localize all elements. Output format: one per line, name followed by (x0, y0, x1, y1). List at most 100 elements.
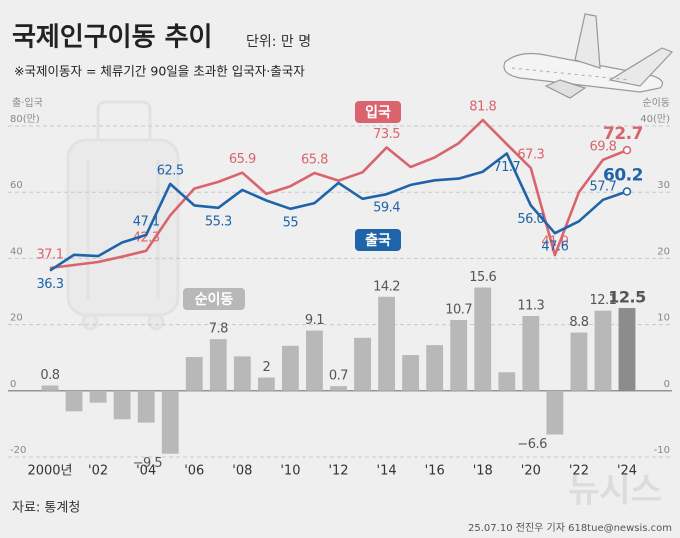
unit-note: 단위: 만 명 (246, 34, 311, 50)
x-tick-label: 2000년 (27, 464, 72, 479)
y2-tick-label: 30 (657, 180, 670, 191)
y-tick-label: 40 (10, 246, 23, 257)
legend-box (355, 101, 401, 123)
y-axis-title: 출·입국 (12, 96, 43, 109)
bar (546, 390, 564, 435)
bar-value-label: 12.1 (589, 293, 616, 308)
y2-tick-label: 0 (664, 379, 670, 390)
legend-box (355, 229, 401, 251)
line-value-label: 67.3 (517, 148, 544, 163)
bar-value-label: 0.8 (40, 368, 59, 383)
bar (402, 355, 420, 391)
bar (209, 339, 227, 391)
bar (378, 296, 395, 391)
bar-value-label: 12.5 (608, 288, 646, 307)
bar-value-label: 0.7 (329, 369, 348, 384)
bar (594, 310, 612, 391)
line-value-label: 47.1 (133, 214, 160, 229)
line-value-label: 72.7 (603, 124, 643, 144)
line-value-label: 41.0 (541, 235, 568, 250)
line-value-label: 65.9 (229, 152, 256, 167)
bar-value-label: 7.8 (209, 322, 228, 337)
line-value-label: 59.4 (373, 201, 400, 216)
bar (474, 287, 492, 391)
y-tick-label: 0 (10, 379, 16, 390)
bar (522, 315, 540, 391)
line-value-label: 55 (283, 215, 299, 230)
y2-tick-label: 10 (657, 313, 670, 324)
y2-tick-label: 40(만) (640, 113, 670, 125)
x-tick-label: '02 (88, 464, 108, 479)
x-tick-label: '22 (569, 464, 589, 479)
line-value-label: 73.5 (373, 127, 400, 142)
legend-label: 입국 (365, 105, 391, 121)
x-tick-label: '06 (184, 464, 204, 479)
suitcase-illustration (66, 100, 180, 331)
legend-label: 순이동 (195, 291, 234, 308)
bar (330, 386, 347, 391)
bar (282, 345, 299, 391)
bar (65, 390, 83, 412)
line-value-label: 55.3 (205, 214, 232, 229)
bar-value-label: 10.7 (445, 302, 472, 317)
y-tick-label: 20 (10, 313, 23, 324)
end-marker (622, 145, 632, 155)
line-value-label: 69.8 (589, 139, 616, 154)
line (49, 118, 628, 270)
bar-value-label: 11.3 (517, 298, 544, 313)
watermark: 뉴시스 (568, 471, 662, 511)
y2-tick-label: 20 (657, 246, 670, 257)
y-tick-label: 80(만) (10, 113, 40, 125)
line-value-label: 60.2 (603, 166, 643, 186)
line-value-label: 71.7 (493, 160, 520, 175)
legend-box (183, 288, 245, 310)
subtitle: ※국제이동자 = 체류기간 90일을 초과한 입국자·출국자 (14, 64, 305, 79)
bar-value-label: 9.1 (305, 313, 324, 328)
bar (498, 372, 516, 391)
bar (185, 357, 203, 391)
x-tick-label: '04 (136, 464, 156, 479)
x-tick-label: '18 (473, 464, 493, 479)
x-tick-label: '12 (328, 464, 348, 479)
bar (618, 308, 636, 391)
bar-value-label: 8.8 (569, 315, 588, 330)
x-tick-label: '08 (232, 464, 252, 479)
line-value-label: 62.5 (157, 163, 184, 178)
bar (450, 319, 468, 391)
bar-value-label: 15.6 (469, 270, 496, 285)
bar (161, 390, 179, 454)
bar (113, 390, 131, 420)
bar-value-label: 2 (262, 360, 270, 375)
x-tick-label: '10 (280, 464, 300, 479)
bar-value-label: −6.6 (517, 437, 547, 452)
bar (233, 356, 251, 391)
y-tick-label: 60 (10, 180, 23, 191)
line-value-label: 37.1 (37, 247, 64, 262)
bar (41, 385, 59, 391)
x-tick-label: '24 (617, 464, 637, 479)
x-tick-label: '16 (425, 464, 445, 479)
line-value-label: 47.6 (541, 240, 568, 255)
bar (306, 330, 323, 391)
line-value-label: 81.8 (469, 100, 496, 115)
y-tick-label: -20 (10, 445, 26, 456)
airplane-illustration (503, 13, 674, 99)
line-value-label: 65.8 (301, 153, 328, 168)
bar (137, 390, 155, 423)
line (49, 152, 628, 272)
chart-title: 국제인구이동 추이 (12, 23, 212, 53)
bar-value-label: 14.2 (373, 279, 400, 294)
y2-tick-label: -10 (654, 445, 670, 456)
end-marker (622, 187, 632, 196)
bar (257, 377, 275, 391)
source: 자료: 통계청 (12, 501, 80, 516)
x-tick-label: '20 (521, 464, 541, 479)
bar (354, 337, 371, 391)
credit: 25.07.10 전진우 기자 618tue@newsis.com (468, 522, 672, 534)
line-value-label: 56.0 (517, 212, 544, 227)
bar (570, 332, 588, 391)
line-value-label: 57.7 (589, 179, 616, 194)
line-value-label: 36.3 (37, 277, 64, 292)
